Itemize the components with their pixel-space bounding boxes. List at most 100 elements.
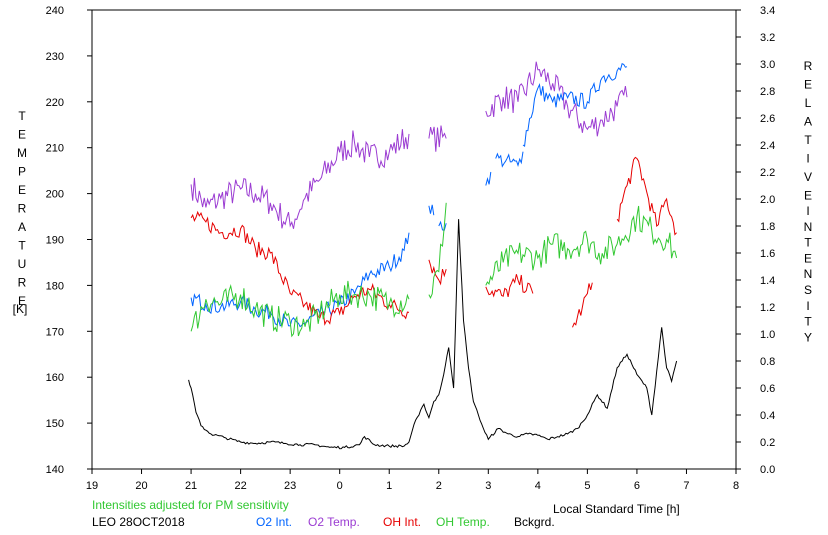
right-y-tick-label: 1.2 xyxy=(760,302,775,314)
series-line-oh-temp--seg-2 xyxy=(485,205,678,286)
series-line-o2-int--seg-1 xyxy=(428,204,435,216)
right-axis-title-letter: T xyxy=(804,236,812,250)
series-line-o2-int--seg-0 xyxy=(190,232,410,328)
series-line-o2-temp--seg-2 xyxy=(485,61,628,137)
right-axis-title-letter: A xyxy=(804,115,812,129)
right-y-tick-label: 2.6 xyxy=(760,113,775,125)
x-tick-label: 21 xyxy=(185,480,197,492)
right-y-tick-label: 2.4 xyxy=(760,140,775,152)
sensitivity-note: Intensities adjusted for PM sensitivity xyxy=(92,498,289,512)
x-tick-label: 6 xyxy=(634,480,640,492)
series-line-oh-int--seg-3 xyxy=(572,282,593,328)
right-y-tick-label: 1.6 xyxy=(760,248,775,260)
right-y-tick-label: 3.2 xyxy=(760,32,775,44)
right-y-tick-label: 0.0 xyxy=(760,464,775,476)
x-tick-label: 4 xyxy=(535,480,541,492)
series-line-oh-temp--seg-1 xyxy=(428,202,447,299)
series-line-o2-temp--seg-1 xyxy=(428,125,447,152)
right-axis-title-letter: N xyxy=(804,220,813,234)
left-y-tick-label: 200 xyxy=(46,189,64,201)
series-line-o2-int--seg-2 xyxy=(438,220,447,231)
left-axis-title-letter: T xyxy=(18,109,26,123)
x-tick-label: 23 xyxy=(284,480,296,492)
left-y-tick-label: 150 xyxy=(46,418,64,430)
right-axis-title-letter: Y xyxy=(804,330,812,344)
legend-entry: O2 Temp. xyxy=(308,515,360,529)
text-layer: 19 20 21 22 23 0 1 2 3 4 5 6 7 8140150160170180190200… xyxy=(13,5,813,529)
right-y-tick-label: 3.0 xyxy=(760,59,775,71)
left-axis-title-letter: R xyxy=(18,202,27,216)
right-y-tick-label: 0.6 xyxy=(760,383,775,395)
right-y-tick-label: 3.4 xyxy=(760,5,775,17)
right-y-tick-label: 1.8 xyxy=(760,221,775,233)
right-axis-title-letter: E xyxy=(804,189,812,203)
left-y-tick-label: 210 xyxy=(46,143,64,155)
right-axis-title-letter: T xyxy=(804,315,812,329)
legend-entry: OH Int. xyxy=(383,515,421,529)
x-axis-title: Local Standard Time [h] xyxy=(553,502,680,516)
left-axis-title-letter: P xyxy=(18,165,26,179)
right-axis-title-letter: V xyxy=(804,170,812,184)
x-tick-label: 8 xyxy=(733,480,739,492)
right-axis-title-letter: I xyxy=(806,204,809,218)
series-line-o2-temp--seg-0 xyxy=(190,129,410,229)
left-axis-title-letter: R xyxy=(18,276,27,290)
left-y-tick-label: 190 xyxy=(46,235,64,247)
series-line-o2-int--seg-5 xyxy=(522,63,628,147)
left-axis-title-letter: M xyxy=(17,146,27,160)
left-axis-title-letter: U xyxy=(18,257,27,271)
left-axis-unit: [K] xyxy=(13,302,28,316)
left-y-tick-label: 180 xyxy=(46,280,64,292)
right-axis-title-letter: R xyxy=(804,59,813,73)
left-y-tick-label: 140 xyxy=(46,464,64,476)
series-line-oh-int--seg-1 xyxy=(428,259,447,286)
left-axis-title-letter: E xyxy=(18,128,26,142)
left-y-tick-label: 240 xyxy=(46,5,64,17)
axes-layer xyxy=(87,9,741,474)
x-tick-label: 3 xyxy=(485,480,491,492)
right-axis-title-letter: S xyxy=(804,283,812,297)
legend-entry: Bckgrd. xyxy=(514,515,555,529)
x-tick-label: 2 xyxy=(436,480,442,492)
series-line-oh-temp--seg-0 xyxy=(190,280,410,338)
x-tick-label: 1 xyxy=(386,480,392,492)
legend-entry: O2 Int. xyxy=(256,515,292,529)
series-line-oh-int--seg-2 xyxy=(485,274,534,298)
left-axis-title-letter: E xyxy=(18,294,26,308)
right-axis-title-letter: I xyxy=(806,152,809,166)
right-y-tick-label: 1.4 xyxy=(760,275,775,287)
left-axis-title-letter: T xyxy=(18,239,26,253)
x-tick-label: 19 xyxy=(86,480,98,492)
series-line-o2-int--seg-4 xyxy=(495,151,524,168)
left-y-tick-label: 170 xyxy=(46,326,64,338)
x-tick-label: 0 xyxy=(337,480,343,492)
right-y-tick-label: 2.8 xyxy=(760,86,775,98)
series-line-oh-int--seg-0 xyxy=(190,210,410,326)
left-axis-title-letter: E xyxy=(18,183,26,197)
right-axis-title-letter: I xyxy=(806,299,809,313)
right-y-tick-label: 0.4 xyxy=(760,410,775,422)
left-y-tick-label: 220 xyxy=(46,97,64,109)
series-line-oh-int--seg-4 xyxy=(616,156,677,236)
left-y-tick-label: 230 xyxy=(46,51,64,63)
legend-entry: OH Temp. xyxy=(436,515,490,529)
x-tick-label: 22 xyxy=(234,480,246,492)
right-y-tick-label: 0.8 xyxy=(760,356,775,368)
right-y-tick-label: 1.0 xyxy=(760,329,775,341)
x-tick-label: 7 xyxy=(683,480,689,492)
right-y-tick-label: 2.0 xyxy=(760,194,775,206)
left-y-tick-label: 160 xyxy=(46,372,64,384)
right-axis-title-letter: E xyxy=(804,78,812,92)
right-axis-title-letter: L xyxy=(805,96,812,110)
x-tick-label: 5 xyxy=(584,480,590,492)
plot-frame xyxy=(91,9,737,470)
series-line-o2-int--seg-3 xyxy=(485,171,492,186)
right-axis-title-letter: E xyxy=(804,251,812,265)
series-line-bckgrd--seg-0 xyxy=(188,219,678,450)
right-y-tick-label: 2.2 xyxy=(760,167,775,179)
right-y-tick-label: 0.2 xyxy=(760,437,775,449)
x-tick-label: 20 xyxy=(135,480,147,492)
station-date-label: LEO 28OCT2018 xyxy=(92,515,185,529)
left-axis-title-letter: A xyxy=(18,220,26,234)
